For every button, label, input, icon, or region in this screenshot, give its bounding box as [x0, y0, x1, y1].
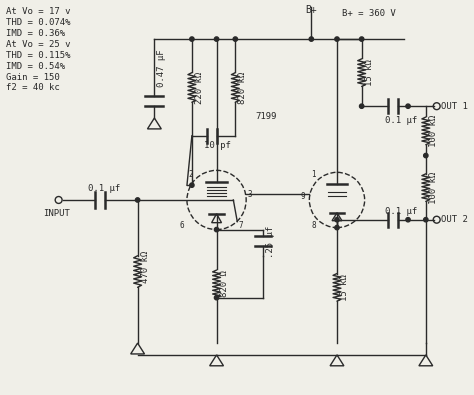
Text: At Vo = 17 v: At Vo = 17 v: [6, 8, 71, 17]
Circle shape: [190, 183, 194, 187]
Text: THD = 0.074%: THD = 0.074%: [6, 18, 71, 27]
Text: 3: 3: [247, 190, 252, 199]
Text: 0.47 μF: 0.47 μF: [157, 49, 166, 87]
Circle shape: [335, 37, 339, 41]
Circle shape: [335, 226, 339, 230]
Text: .25 μf: .25 μf: [266, 225, 275, 258]
Text: OUT 1: OUT 1: [441, 102, 467, 111]
Text: IMD = 0.36%: IMD = 0.36%: [6, 29, 65, 38]
Circle shape: [424, 153, 428, 158]
Text: 0.1 μf: 0.1 μf: [385, 207, 418, 216]
Text: 100 kΩ: 100 kΩ: [429, 171, 438, 204]
Circle shape: [309, 37, 313, 41]
Text: OUT 2: OUT 2: [441, 215, 467, 224]
Text: 0.1 μf: 0.1 μf: [385, 115, 418, 124]
Text: At Vo = 25 v: At Vo = 25 v: [6, 40, 71, 49]
Text: INPUT: INPUT: [43, 209, 70, 218]
Text: 2: 2: [188, 170, 192, 179]
Text: 820 Ω: 820 Ω: [219, 271, 228, 297]
Circle shape: [214, 295, 219, 300]
Circle shape: [233, 37, 237, 41]
Circle shape: [424, 218, 428, 222]
Circle shape: [359, 104, 364, 108]
Circle shape: [214, 228, 219, 232]
Text: 10 pf: 10 pf: [204, 141, 231, 150]
Text: THD = 0.115%: THD = 0.115%: [6, 51, 71, 60]
Circle shape: [136, 198, 140, 202]
Circle shape: [190, 37, 194, 41]
Circle shape: [406, 104, 410, 108]
Text: f2 = 40 kc: f2 = 40 kc: [6, 83, 60, 92]
Circle shape: [406, 218, 410, 222]
Text: 0.1 μf: 0.1 μf: [88, 184, 120, 193]
Text: 220 kΩ: 220 kΩ: [195, 71, 204, 103]
Text: 820 kΩ: 820 kΩ: [238, 71, 247, 103]
Text: 7: 7: [238, 221, 243, 230]
Circle shape: [214, 37, 219, 41]
Text: IMD = 0.54%: IMD = 0.54%: [6, 62, 65, 71]
Text: 100 kΩ: 100 kΩ: [429, 115, 438, 147]
Text: Gain = 150: Gain = 150: [6, 73, 60, 82]
Circle shape: [335, 218, 339, 222]
Text: 470 kΩ: 470 kΩ: [141, 250, 150, 283]
Text: B+ = 360 V: B+ = 360 V: [342, 9, 396, 19]
Text: 9: 9: [301, 192, 305, 201]
Text: 8: 8: [311, 221, 316, 230]
Text: 6: 6: [179, 221, 184, 230]
Text: 7199: 7199: [255, 111, 276, 120]
Text: 1: 1: [311, 170, 316, 179]
Text: 15 kΩ: 15 kΩ: [365, 59, 374, 86]
Circle shape: [359, 37, 364, 41]
Text: 15 kΩ: 15 kΩ: [340, 274, 349, 301]
Text: B+: B+: [305, 4, 317, 15]
